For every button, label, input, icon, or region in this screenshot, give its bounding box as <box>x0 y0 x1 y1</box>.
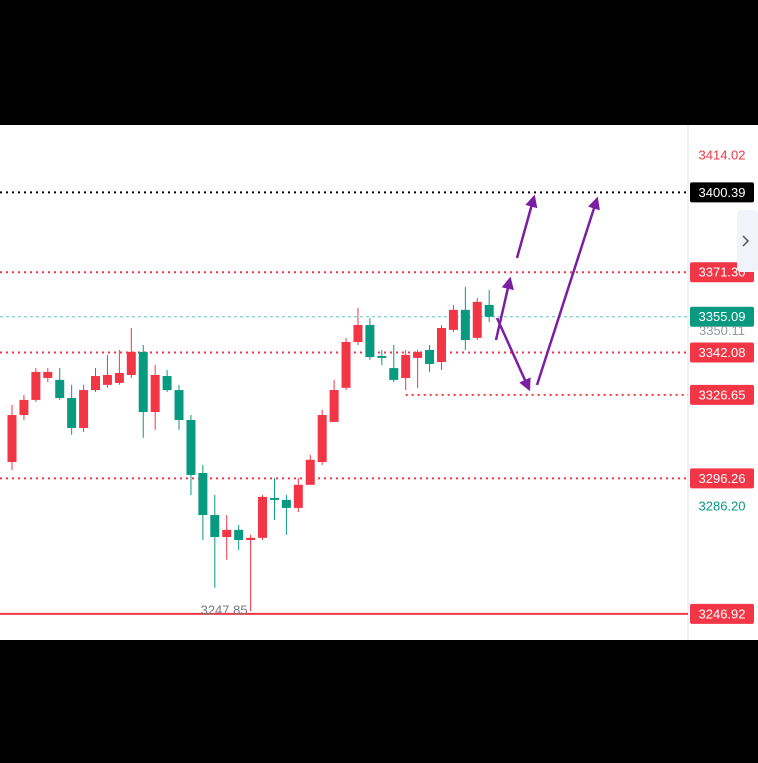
candle-body <box>234 529 244 541</box>
price-label: 3414.02 <box>699 147 746 162</box>
candle-body <box>305 459 315 485</box>
price-label: 3246.92 <box>699 606 746 621</box>
candle-body <box>401 354 411 378</box>
candle-body <box>448 309 458 330</box>
candle-body <box>365 324 375 358</box>
candle-body <box>269 497 279 500</box>
candle-body <box>79 390 89 428</box>
price-label: 3286.20 <box>699 498 746 513</box>
candle-body <box>353 324 363 342</box>
candle-body <box>150 374 160 413</box>
arrow <box>535 196 600 386</box>
candle-body <box>460 309 470 341</box>
candle-body <box>186 419 196 475</box>
candle-body <box>293 484 303 508</box>
arrow <box>494 276 514 341</box>
price-label: 3326.65 <box>699 387 746 402</box>
price-label: 3296.26 <box>699 471 746 486</box>
price-label-box <box>690 342 754 363</box>
candle-body <box>210 515 220 537</box>
candle-body <box>19 399 29 416</box>
candle-body <box>281 499 291 508</box>
candle-body <box>436 327 446 363</box>
candle-body <box>55 379 65 399</box>
candle-body <box>377 355 387 358</box>
candle-body <box>102 374 112 385</box>
price-label-box <box>690 603 754 624</box>
price-label: 3350.11 <box>699 323 745 338</box>
candle-body <box>246 537 256 541</box>
low-annotation: 3247.85 <box>201 603 248 618</box>
candle-body <box>472 301 482 338</box>
annotations <box>494 194 600 392</box>
price-label-box <box>690 468 754 489</box>
candle-body <box>222 529 232 537</box>
candle-body <box>341 341 351 388</box>
candle-body <box>329 390 339 422</box>
price-label: 3355.09 <box>699 309 746 324</box>
candle-body <box>7 415 17 463</box>
candle-body <box>162 376 172 391</box>
chart-area <box>0 125 758 640</box>
candle-body <box>31 371 41 400</box>
price-label-box <box>690 306 754 327</box>
candle-body <box>258 496 268 538</box>
price-label: 3371.30 <box>699 265 746 280</box>
arrow <box>515 194 538 259</box>
arrow <box>495 317 531 392</box>
candle-body <box>91 376 101 391</box>
candle-body <box>425 349 435 364</box>
candle-body <box>126 351 136 375</box>
chevron-icon <box>742 235 750 247</box>
candle-body <box>413 351 423 358</box>
candle-body <box>138 351 148 413</box>
candle-body <box>114 373 124 383</box>
candle-body <box>389 368 399 380</box>
candle-body <box>67 398 77 428</box>
candle-body <box>484 304 494 317</box>
price-label: 3400.39 <box>699 185 746 200</box>
candle-body <box>174 390 184 420</box>
candle-body <box>198 473 208 516</box>
price-label-box <box>690 182 754 203</box>
price-label-box <box>690 384 754 405</box>
candle-body <box>43 371 53 378</box>
candle-body <box>317 415 327 463</box>
price-label: 3342.08 <box>699 345 746 360</box>
